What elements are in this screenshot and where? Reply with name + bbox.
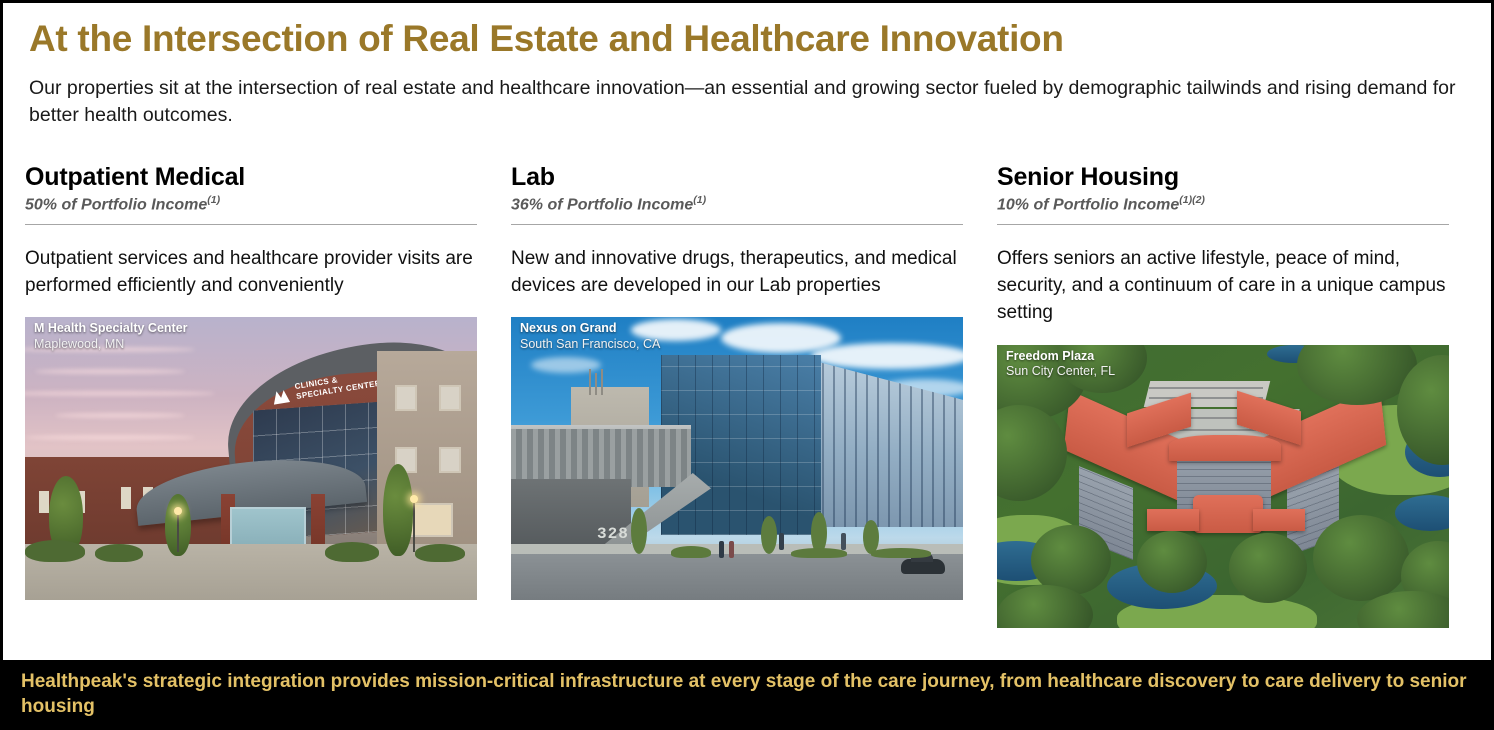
- lab-deck-louvers: [511, 429, 691, 488]
- column-outpatient-medical: Outpatient Medical 50% of Portfolio Inco…: [25, 163, 477, 628]
- column-divider: [25, 223, 477, 225]
- property-location: Maplewood, MN: [34, 336, 125, 351]
- column-description: New and innovative drugs, therapeutics, …: [511, 247, 957, 296]
- photo-caption: Nexus on Grand South San Francisco, CA: [520, 321, 660, 352]
- column-portfolio-share: 36% of Portfolio Income(1): [511, 194, 963, 215]
- property-name: Freedom Plaza: [1006, 348, 1095, 363]
- m-health-logo-icon: [273, 390, 291, 405]
- key-takeaway-banner: Healthpeak's strategic integration provi…: [3, 660, 1491, 727]
- property-location: South San Francisco, CA: [520, 336, 661, 351]
- building-street-number: 328: [597, 525, 629, 544]
- page-subtitle: Our properties sit at the intersection o…: [29, 76, 1456, 126]
- property-photo-lab: 328 Nexus on Grand South San Francisco, …: [511, 317, 963, 601]
- column-description: Outpatient services and healthcare provi…: [25, 247, 473, 296]
- property-photo-outpatient: CLINICS & SPECIALTY CENTER: [25, 317, 477, 601]
- column-title: Outpatient Medical: [25, 163, 246, 191]
- page-title: At the Intersection of Real Estate and H…: [29, 18, 1064, 59]
- column-title: Lab: [511, 163, 555, 191]
- column-portfolio-share: 50% of Portfolio Income(1): [25, 194, 477, 215]
- photo-caption: Freedom Plaza Sun City Center, FL: [1006, 349, 1115, 380]
- clinic-driveway: [25, 544, 477, 601]
- column-description: Offers seniors an active lifestyle, peac…: [997, 247, 1446, 324]
- footnote-marker: (1)(2): [1179, 194, 1205, 206]
- share-text: 50% of Portfolio Income: [25, 196, 208, 214]
- column-divider: [511, 223, 963, 225]
- column-title: Senior Housing: [997, 163, 1179, 191]
- photo-caption: M Health Specialty Center Maplewood, MN: [34, 321, 188, 352]
- property-location: Sun City Center, FL: [1006, 364, 1116, 379]
- share-text: 10% of Portfolio Income: [997, 196, 1180, 214]
- segment-columns: Outpatient Medical 50% of Portfolio Inco…: [3, 163, 1491, 628]
- property-name: Nexus on Grand: [520, 321, 617, 336]
- share-text: 36% of Portfolio Income: [511, 196, 694, 214]
- property-name: M Health Specialty Center: [34, 321, 188, 336]
- column-lab: Lab 36% of Portfolio Income(1) New and i…: [511, 163, 963, 628]
- column-divider: [997, 223, 1449, 225]
- column-senior-housing: Senior Housing 10% of Portfolio Income(1…: [997, 163, 1449, 628]
- footnote-marker: (1): [693, 194, 707, 206]
- column-portfolio-share: 10% of Portfolio Income(1)(2): [997, 194, 1449, 215]
- parked-car: [901, 553, 945, 575]
- banner-text: Healthpeak's strategic integration provi…: [21, 671, 1467, 718]
- footnote-marker: (1): [207, 194, 221, 206]
- property-photo-senior-housing: Freedom Plaza Sun City Center, FL: [997, 344, 1449, 628]
- slide-header: At the Intersection of Real Estate and H…: [3, 3, 1491, 129]
- lab-street: [511, 554, 963, 601]
